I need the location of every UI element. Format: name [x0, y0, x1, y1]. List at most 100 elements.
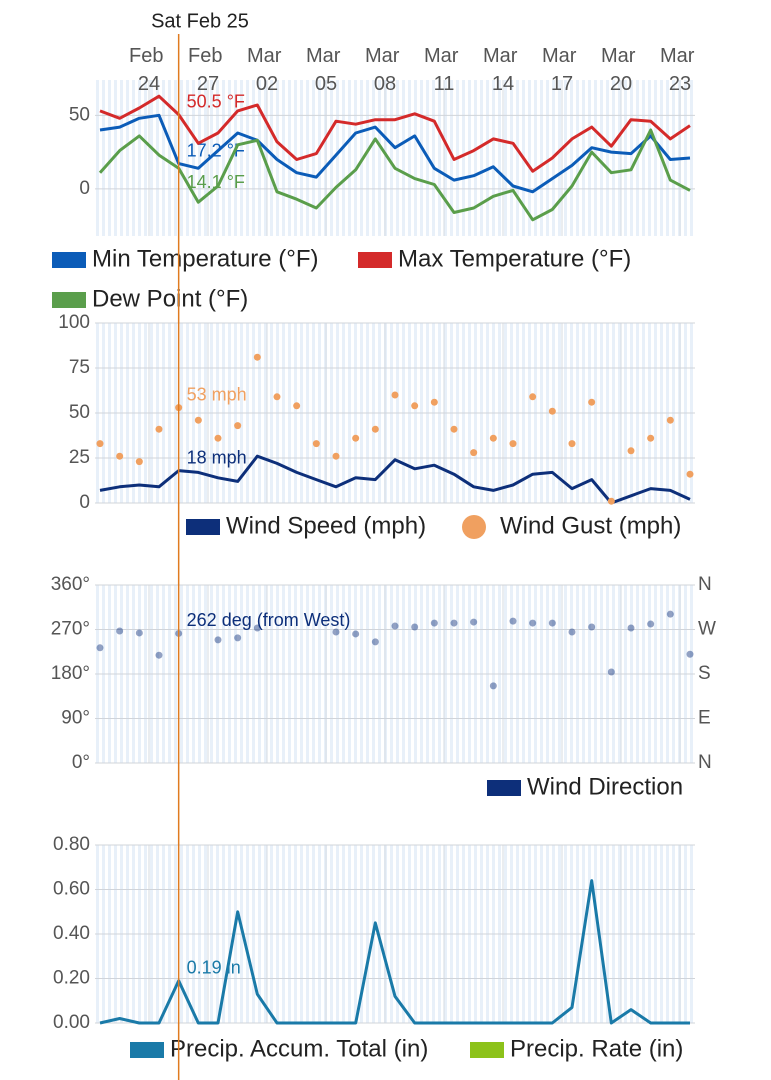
x-tick-label: Mar 05: [306, 45, 346, 95]
data-point: [607, 668, 615, 676]
data-point: [529, 619, 537, 627]
legend-label: Wind Direction: [527, 773, 683, 800]
legend-swatch: [52, 292, 86, 308]
data-point: [312, 440, 320, 448]
legend-label: Precip. Accum. Total (in): [170, 1035, 428, 1062]
data-point: [332, 452, 340, 460]
data-point: [470, 618, 478, 626]
data-point: [568, 440, 576, 448]
backgrounds: [95, 80, 695, 1024]
legend-label: Dew Point (°F): [92, 285, 248, 312]
data-point: [194, 416, 202, 424]
data-point: [470, 449, 478, 457]
y-tick-label: 25: [69, 447, 90, 468]
data-point: [548, 619, 556, 627]
data-point: [332, 628, 340, 636]
data-point: [293, 402, 301, 410]
y-tick-label: 0.00: [53, 1012, 90, 1033]
y-tick-label: 0.60: [53, 879, 90, 900]
legend-label: Wind Speed (mph): [226, 512, 426, 539]
legend-swatch: [470, 1042, 504, 1058]
x-tick-label: Mar 11: [424, 45, 464, 95]
data-point: [489, 434, 497, 442]
data-point: [430, 398, 438, 406]
data-point: [371, 425, 379, 433]
data-point: [135, 629, 143, 637]
x-tick-label: Feb 24: [129, 45, 169, 95]
data-point: [568, 628, 576, 636]
legend-swatch: [358, 252, 392, 268]
y-tick-label: 90°: [61, 708, 90, 729]
data-point: [391, 391, 399, 399]
y-tick-label: 0: [79, 492, 90, 513]
data-point: [411, 402, 419, 410]
legend-swatch: [130, 1042, 164, 1058]
data-point: [391, 622, 399, 630]
crosshair-label: Sat Feb 25: [151, 10, 249, 32]
data-point: [450, 619, 458, 627]
data-point: [214, 636, 222, 644]
y2-tick-label: N: [698, 574, 712, 595]
data-point: [96, 644, 104, 652]
x-tick-label: Mar 02: [247, 45, 287, 95]
data-point: [509, 440, 517, 448]
legend-label: Min Temperature (°F): [92, 245, 319, 272]
data-point: [253, 353, 261, 361]
data-point: [647, 434, 655, 442]
y2-tick-label: E: [698, 708, 711, 729]
data-point: [96, 440, 104, 448]
legend-swatch: [186, 519, 220, 535]
data-point: [371, 638, 379, 646]
data-point: [352, 434, 360, 442]
legend-label: Max Temperature (°F): [398, 245, 631, 272]
x-tick-label: Mar 08: [365, 45, 405, 95]
plot-background: [95, 80, 695, 236]
y2-tick-label: S: [698, 663, 711, 684]
data-point: [430, 619, 438, 627]
y-tick-label: 270°: [51, 619, 90, 640]
data-point: [607, 497, 615, 505]
data-point: [666, 416, 674, 424]
data-point: [253, 624, 261, 632]
data-point: [627, 447, 635, 455]
data-point: [116, 627, 124, 635]
y-tick-label: 100: [58, 312, 90, 333]
data-point: [135, 458, 143, 466]
data-point: [450, 425, 458, 433]
series-line: [99, 113, 691, 194]
legend-swatch: [487, 780, 521, 796]
data-point: [588, 623, 596, 631]
y-tick-label: 50: [69, 402, 90, 423]
point-label: 53 mph: [187, 384, 247, 404]
y-tick-label: 0.40: [53, 923, 90, 944]
legend-swatch: [462, 515, 486, 539]
data-point: [489, 682, 497, 690]
y-tick-label: 0°: [72, 752, 90, 773]
y-tick-label: 0.80: [53, 834, 90, 855]
point-label: 262 deg (from West): [187, 610, 351, 630]
x-tick-label: Feb 27: [188, 45, 228, 95]
data-point: [548, 407, 556, 415]
data-point: [588, 398, 596, 406]
legend-label: Precip. Rate (in): [510, 1035, 683, 1062]
point-label: 0.19 in: [187, 957, 241, 977]
data-point: [214, 434, 222, 442]
data-point: [666, 610, 674, 618]
point-label: 17.2 °F: [187, 140, 245, 160]
y-tick-label: 50: [69, 104, 90, 125]
data-point: [352, 630, 360, 638]
data-point: [155, 425, 163, 433]
data-point: [509, 617, 517, 625]
legend-swatch: [52, 252, 86, 268]
data-point: [155, 651, 163, 659]
y-tick-label: 180°: [51, 663, 90, 684]
x-tick-label: Mar 20: [601, 45, 641, 95]
y2-tick-label: W: [698, 619, 716, 640]
y-tick-label: 75: [69, 357, 90, 378]
series-line: [99, 94, 691, 173]
data-point: [234, 634, 242, 642]
data-point: [686, 470, 694, 478]
y-tick-label: 360°: [51, 574, 90, 595]
data-point: [411, 623, 419, 631]
